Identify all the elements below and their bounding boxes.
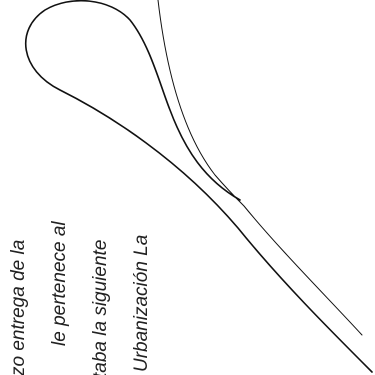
text-line: taba la siguiente bbox=[90, 240, 111, 375]
thin-line bbox=[157, 0, 363, 336]
text-block: zo entrega de la le pertenece al taba la… bbox=[8, 221, 152, 375]
text-line: le pertenece al bbox=[49, 221, 70, 346]
loop-drawing bbox=[24, 0, 373, 373]
text-line: Urbanización La bbox=[131, 235, 152, 372]
text-line: zo entrega de la bbox=[8, 240, 29, 375]
